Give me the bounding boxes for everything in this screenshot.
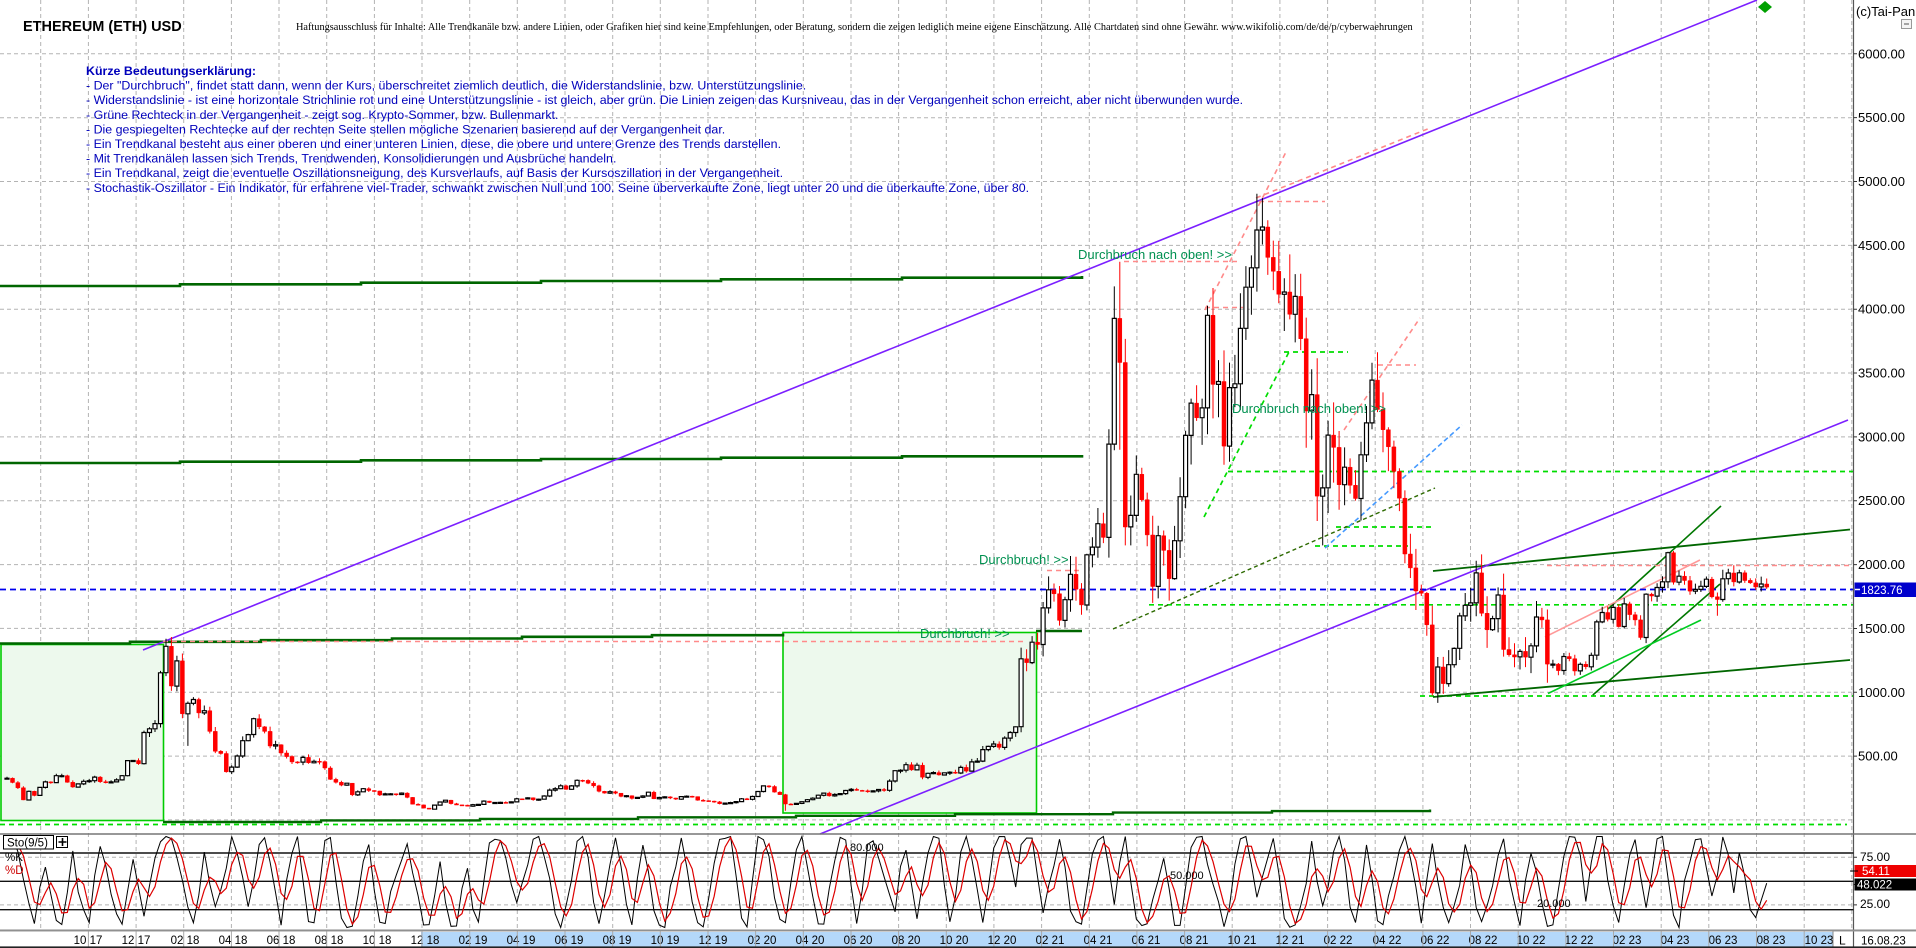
svg-text:%D: %D — [5, 865, 24, 877]
svg-text:10 21: 10 21 — [1228, 935, 1257, 947]
svg-text:75.00: 75.00 — [1860, 850, 1890, 864]
svg-text:50.000: 50.000 — [1170, 870, 1204, 882]
svg-text:- Grüne Rechteck in der Vergan: - Grüne Rechteck in der Vergangenheit - … — [86, 108, 558, 122]
svg-text:10 19: 10 19 — [651, 935, 680, 947]
svg-text:3500.00: 3500.00 — [1858, 366, 1905, 381]
svg-text:- Mit Trendkanälen lassen sich: - Mit Trendkanälen lassen sich Trends, T… — [86, 152, 616, 166]
svg-text:04 22: 04 22 — [1373, 935, 1402, 947]
svg-text:12 20: 12 20 — [988, 935, 1017, 947]
svg-text:08 19: 08 19 — [603, 935, 632, 947]
svg-text:2500.00: 2500.00 — [1858, 493, 1905, 508]
svg-text:- Widerstandslinie - ist eine: - Widerstandslinie - ist eine horizontal… — [86, 93, 1243, 107]
svg-text:06 21: 06 21 — [1132, 935, 1161, 947]
svg-text:54.11: 54.11 — [1862, 866, 1890, 878]
svg-text:08 20: 08 20 — [892, 935, 921, 947]
svg-text:08 21: 08 21 — [1180, 935, 1209, 947]
svg-text:06 18: 06 18 — [267, 935, 296, 947]
svg-text:- Ein Trendkanal, zeigt die ev: - Ein Trendkanal, zeigt die eventuelle O… — [86, 166, 783, 180]
svg-text:Haftungsausschluss für Inhalte: Haftungsausschluss für Inhalte: Alle Tre… — [296, 22, 1413, 33]
svg-text:04 21: 04 21 — [1084, 935, 1113, 947]
svg-text:Sto(9/5): Sto(9/5) — [7, 838, 48, 850]
svg-text:02 18: 02 18 — [171, 935, 200, 947]
svg-text:02 21: 02 21 — [1036, 935, 1065, 947]
svg-text:3000.00: 3000.00 — [1858, 429, 1905, 444]
svg-text:Durchbruch nach oben! >>: Durchbruch nach oben! >> — [1232, 401, 1386, 416]
svg-text:10 22: 10 22 — [1517, 935, 1546, 947]
svg-text:Durchbruch nach oben! >>: Durchbruch nach oben! >> — [1078, 247, 1232, 262]
svg-text:04 20: 04 20 — [796, 935, 825, 947]
svg-text:- Der "Durchbruch", findet sta: - Der "Durchbruch", findet statt dann, w… — [86, 79, 806, 93]
svg-text:Durchbruch! >>: Durchbruch! >> — [920, 626, 1010, 641]
svg-text:4000.00: 4000.00 — [1858, 302, 1905, 317]
svg-text:1823.76: 1823.76 — [1861, 585, 1903, 597]
svg-text:06 20: 06 20 — [844, 935, 873, 947]
svg-text:02 22: 02 22 — [1324, 935, 1353, 947]
svg-text:12 22: 12 22 — [1565, 935, 1594, 947]
svg-text:Durchbruch! >>: Durchbruch! >> — [979, 552, 1069, 567]
svg-text:16.08.23: 16.08.23 — [1861, 936, 1906, 948]
svg-text:25.00: 25.00 — [1860, 897, 1890, 911]
svg-text:04 19: 04 19 — [507, 935, 536, 947]
svg-text:12 19: 12 19 — [699, 935, 728, 947]
svg-text:02 20: 02 20 — [748, 935, 777, 947]
svg-text:12 21: 12 21 — [1276, 935, 1305, 947]
svg-text:10 20: 10 20 — [940, 935, 969, 947]
svg-text:04 23: 04 23 — [1661, 935, 1690, 947]
svg-text:1000.00: 1000.00 — [1858, 685, 1905, 700]
svg-text:- Ein Trendkanal besteht aus e: - Ein Trendkanal besteht aus einer obere… — [86, 137, 781, 151]
svg-text:5000.00: 5000.00 — [1858, 174, 1905, 189]
svg-text:- Stochastik-Oszillator - Ein: - Stochastik-Oszillator - Ein Indikator,… — [86, 181, 1029, 195]
svg-text:06 23: 06 23 — [1709, 935, 1738, 947]
svg-text:06 19: 06 19 — [555, 935, 584, 947]
svg-text:02 19: 02 19 — [459, 935, 488, 947]
svg-text:1500.00: 1500.00 — [1858, 621, 1905, 636]
svg-text:Kürze Bedeutungserklärung:: Kürze Bedeutungserklärung: — [86, 64, 256, 78]
svg-text:(c)Tai-Pan: (c)Tai-Pan — [1856, 4, 1915, 19]
svg-text:02 23: 02 23 — [1613, 935, 1642, 947]
svg-text:500.00: 500.00 — [1858, 749, 1898, 764]
svg-text:48.022: 48.022 — [1857, 880, 1892, 892]
svg-text:4500.00: 4500.00 — [1858, 238, 1905, 253]
svg-text:6000.00: 6000.00 — [1858, 46, 1905, 61]
svg-text:08 22: 08 22 — [1469, 935, 1498, 947]
svg-text:12 18: 12 18 — [411, 935, 440, 947]
svg-text:ETHEREUM (ETH) USD: ETHEREUM (ETH) USD — [23, 19, 182, 35]
svg-text:%K: %K — [5, 852, 23, 864]
svg-text:80.000: 80.000 — [850, 842, 884, 854]
svg-text:08 18: 08 18 — [315, 935, 344, 947]
svg-text:08 23: 08 23 — [1757, 935, 1786, 947]
svg-text:5500.00: 5500.00 — [1858, 110, 1905, 125]
svg-text:L: L — [1839, 934, 1846, 948]
svg-text:10 18: 10 18 — [363, 935, 392, 947]
svg-text:04 18: 04 18 — [219, 935, 248, 947]
svg-text:10 23: 10 23 — [1805, 935, 1834, 947]
svg-text:2000.00: 2000.00 — [1858, 557, 1905, 572]
svg-text:- Die gespiegelten Rechtecke a: - Die gespiegelten Rechtecke auf der rec… — [86, 122, 725, 136]
svg-text:20.000: 20.000 — [1537, 898, 1571, 910]
svg-text:06 22: 06 22 — [1421, 935, 1450, 947]
